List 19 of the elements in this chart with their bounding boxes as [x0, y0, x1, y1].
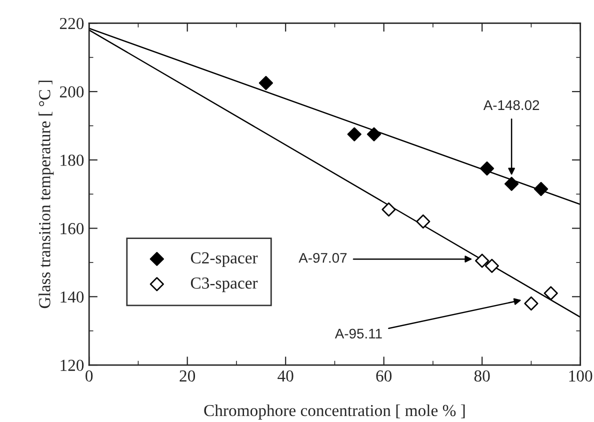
- legend-label: C3-spacer: [190, 278, 258, 292]
- y-tick-label: 180: [60, 154, 84, 166]
- x-axis-title: Chromophore concentration [ mole % ]: [204, 404, 465, 420]
- annotation: A-97.07: [298, 252, 347, 263]
- annotation: A-95.11: [334, 328, 382, 339]
- x-tick-label: 40: [278, 370, 294, 382]
- y-tick-label: 140: [60, 291, 84, 303]
- x-tick-label: 80: [474, 370, 490, 382]
- x-tick-label: 60: [376, 370, 392, 382]
- annotation: A-148.02: [483, 100, 540, 110]
- x-tick-label: 100: [569, 370, 592, 382]
- y-tick-label: 200: [60, 86, 84, 98]
- y-tick-label: 160: [60, 223, 84, 234]
- legend-label: C2-spacer: [190, 252, 258, 267]
- y-axis-title: Glass transition temperature [ °C ]: [38, 80, 54, 308]
- x-tick-label: 20: [180, 370, 196, 382]
- x-tick-label: 0: [86, 370, 93, 382]
- y-tick-label: 120: [60, 360, 84, 371]
- y-tick-label: 220: [60, 18, 84, 30]
